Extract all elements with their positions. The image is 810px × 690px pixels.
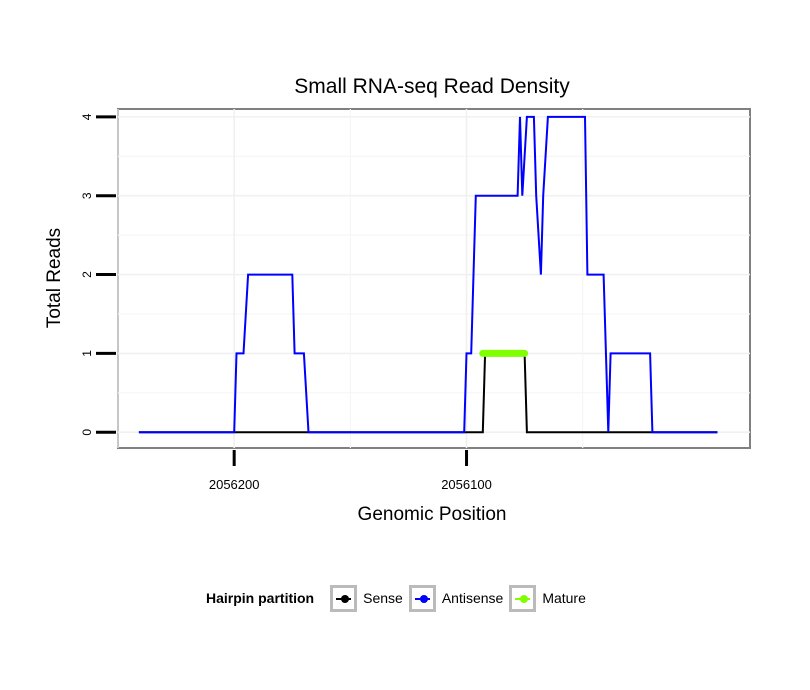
legend-item-antisense: Antisense <box>408 584 504 612</box>
legend-key-sense <box>330 584 358 612</box>
legend-item-mature: Mature <box>509 584 586 612</box>
legend-key-mature <box>509 584 537 612</box>
y-tick-label-1: 1 <box>80 350 94 357</box>
legend: Hairpin partition Sense Antisense Mature <box>206 582 592 614</box>
chart-title: Small RNA-seq Read Density <box>294 75 570 98</box>
legend-label-antisense: Antisense <box>441 590 504 606</box>
legend-title: Hairpin partition <box>206 590 315 606</box>
x-axis-label: Genomic Position <box>358 504 507 525</box>
legend-item-sense: Sense <box>330 584 403 612</box>
grid-lines <box>117 109 750 448</box>
x-tick-label-2056100: 2056100 <box>441 477 492 492</box>
legend-dot-antisense <box>419 594 428 603</box>
legend-label-mature: Mature <box>542 590 586 606</box>
y-axis-label: Total Reads <box>44 228 65 328</box>
legend-dot-mature <box>520 594 529 603</box>
y-tick-label-0: 0 <box>80 429 94 436</box>
legend-label-sense: Sense <box>363 590 403 606</box>
y-axis: 0 1 2 3 4 <box>80 113 116 436</box>
series-lines <box>138 115 718 434</box>
y-tick-label-2: 2 <box>80 271 94 278</box>
x-axis: 2056200 2056100 <box>209 450 492 492</box>
series-line-antisense <box>138 115 718 434</box>
y-tick-label-4: 4 <box>80 113 94 120</box>
x-tick-label-2056200: 2056200 <box>209 477 260 492</box>
plot-panel <box>117 108 751 449</box>
legend-dot-sense <box>341 594 350 603</box>
y-tick-label-3: 3 <box>80 192 94 199</box>
legend-key-antisense <box>408 584 436 612</box>
